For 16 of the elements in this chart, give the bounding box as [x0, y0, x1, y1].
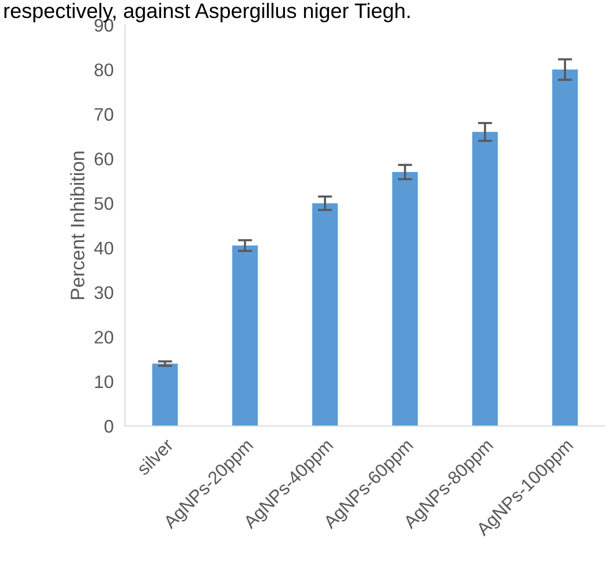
- y-tick-label: 20: [94, 330, 114, 344]
- bar: [392, 172, 418, 426]
- bar: [232, 246, 258, 426]
- y-tick-label: 10: [95, 375, 114, 388]
- y-tick-label: 40: [94, 242, 114, 254]
- y-tick-label: 30: [94, 286, 114, 300]
- y-tick-label: 60: [94, 152, 114, 166]
- bar: [552, 70, 578, 426]
- bar: [152, 364, 178, 426]
- y-axis-title: Percent Inhibition: [70, 152, 84, 300]
- y-tick-label: 70: [94, 108, 114, 121]
- y-tick-label: 50: [94, 197, 114, 210]
- y-tick-label: 80: [94, 63, 114, 76]
- y-tick-label: 0: [104, 420, 114, 433]
- bar: [472, 132, 498, 426]
- bar: [312, 203, 338, 426]
